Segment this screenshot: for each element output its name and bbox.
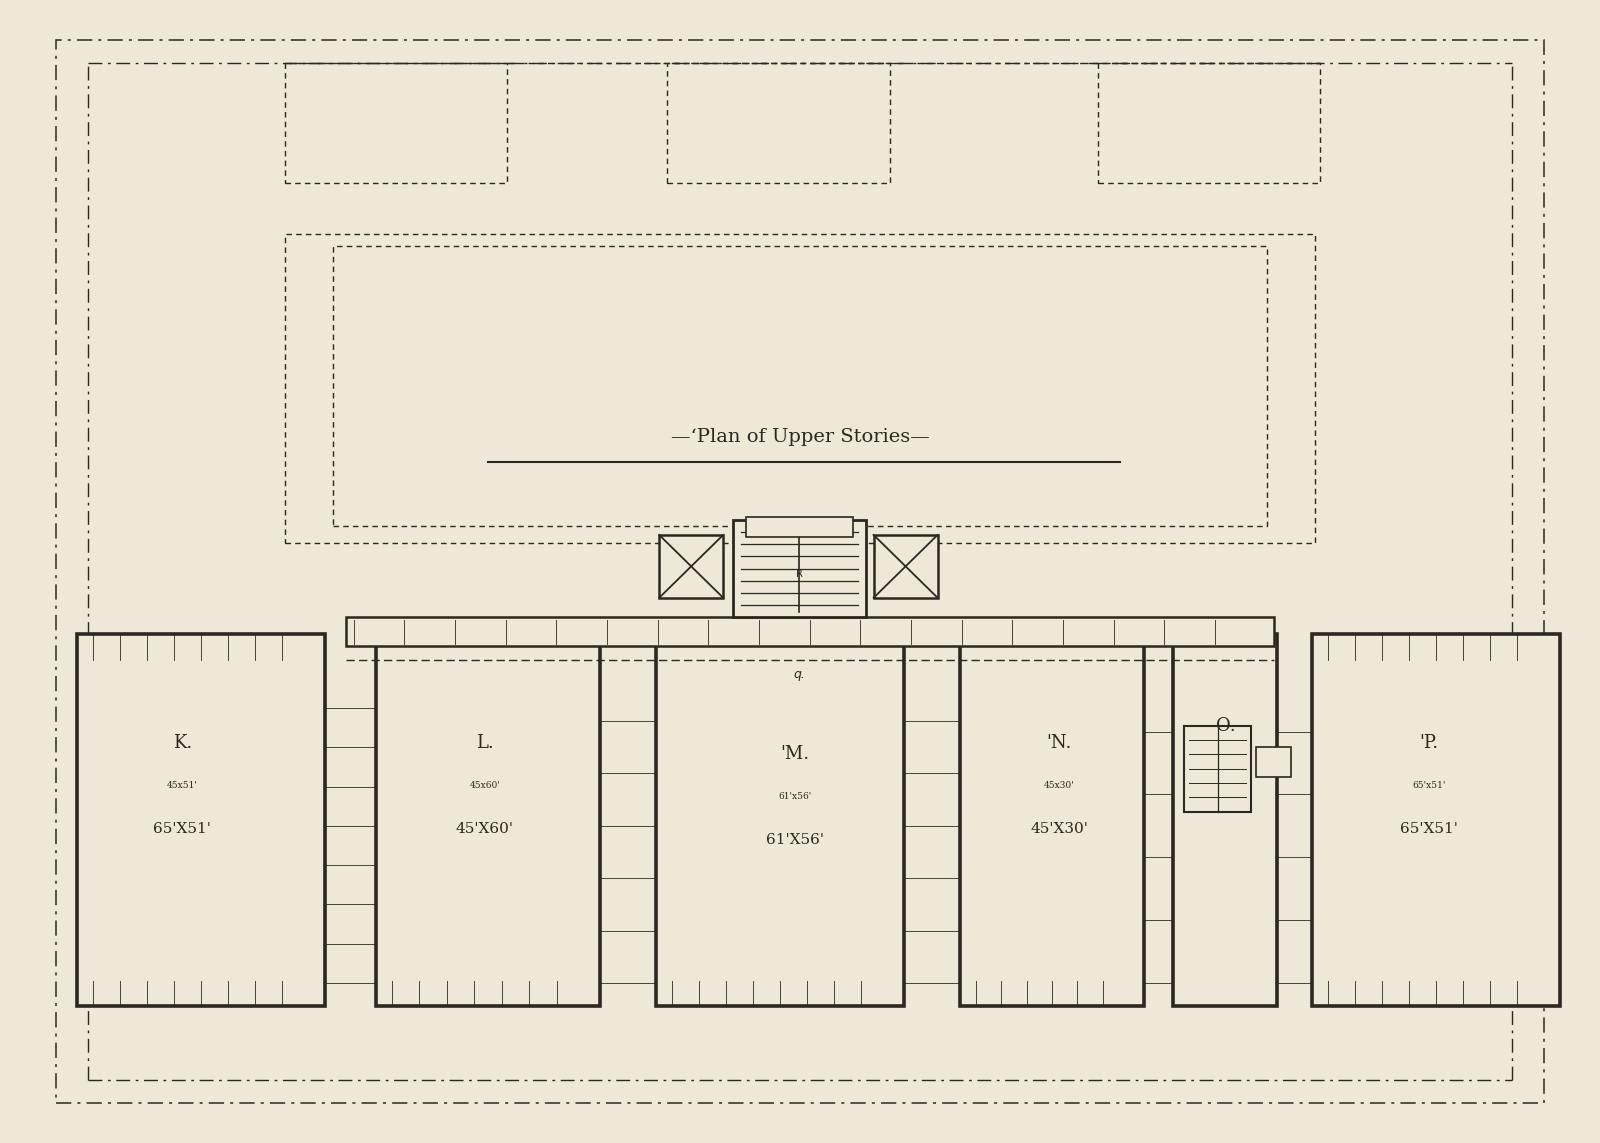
Text: 45x60': 45x60' xyxy=(469,781,501,790)
Text: 45'X30': 45'X30' xyxy=(1030,822,1088,836)
Bar xyxy=(333,246,1267,526)
Bar xyxy=(667,63,890,183)
Bar xyxy=(1098,63,1320,183)
Text: 'M.: 'M. xyxy=(781,745,810,764)
Bar xyxy=(1173,634,1277,1006)
Text: L.: L. xyxy=(475,734,494,752)
Bar xyxy=(960,634,1144,1006)
Text: 65'X51': 65'X51' xyxy=(154,822,211,836)
Text: 65'x51': 65'x51' xyxy=(1413,781,1445,790)
Text: 45'X60': 45'X60' xyxy=(456,822,514,836)
Text: 61'X56': 61'X56' xyxy=(766,833,824,847)
Text: 'P.: 'P. xyxy=(1419,734,1438,752)
Bar xyxy=(346,617,1274,646)
Bar xyxy=(659,535,723,598)
Text: q.: q. xyxy=(794,668,805,681)
Text: R: R xyxy=(795,568,803,578)
Text: K.: K. xyxy=(173,734,192,752)
Bar xyxy=(77,634,325,1006)
Bar xyxy=(746,517,853,537)
Text: O.: O. xyxy=(1216,717,1235,735)
Bar xyxy=(656,634,904,1006)
Bar xyxy=(874,535,938,598)
Bar xyxy=(285,63,507,183)
Text: 65'X51': 65'X51' xyxy=(1400,822,1458,836)
Text: 61'x56': 61'x56' xyxy=(779,792,811,801)
Text: 45x51': 45x51' xyxy=(166,781,198,790)
Text: 'N.: 'N. xyxy=(1046,734,1072,752)
Text: —‘Plan of Upper Stories—: —‘Plan of Upper Stories— xyxy=(670,427,930,446)
Bar xyxy=(376,634,600,1006)
Bar xyxy=(733,520,866,617)
Bar xyxy=(1312,634,1560,1006)
Text: 45x30': 45x30' xyxy=(1043,781,1075,790)
Bar xyxy=(1184,726,1251,812)
Bar xyxy=(285,234,1315,543)
Bar xyxy=(1256,748,1291,777)
